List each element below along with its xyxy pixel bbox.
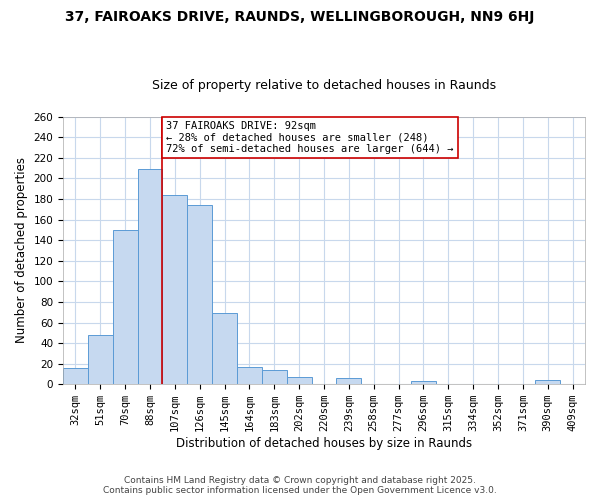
- Bar: [287, 377, 311, 384]
- Bar: [63, 368, 88, 384]
- Bar: [237, 366, 262, 384]
- Text: Contains HM Land Registry data © Crown copyright and database right 2025.
Contai: Contains HM Land Registry data © Crown c…: [103, 476, 497, 495]
- X-axis label: Distribution of detached houses by size in Raunds: Distribution of detached houses by size …: [176, 437, 472, 450]
- Bar: [262, 370, 287, 384]
- Bar: [411, 381, 436, 384]
- Bar: [212, 313, 237, 384]
- Bar: [535, 380, 560, 384]
- Bar: [137, 169, 163, 384]
- Bar: [187, 205, 212, 384]
- Y-axis label: Number of detached properties: Number of detached properties: [15, 158, 28, 344]
- Bar: [88, 335, 113, 384]
- Bar: [113, 230, 137, 384]
- Bar: [337, 378, 361, 384]
- Title: Size of property relative to detached houses in Raunds: Size of property relative to detached ho…: [152, 79, 496, 92]
- Bar: [163, 195, 187, 384]
- Text: 37, FAIROAKS DRIVE, RAUNDS, WELLINGBOROUGH, NN9 6HJ: 37, FAIROAKS DRIVE, RAUNDS, WELLINGBOROU…: [65, 10, 535, 24]
- Text: 37 FAIROAKS DRIVE: 92sqm
← 28% of detached houses are smaller (248)
72% of semi-: 37 FAIROAKS DRIVE: 92sqm ← 28% of detach…: [166, 121, 454, 154]
